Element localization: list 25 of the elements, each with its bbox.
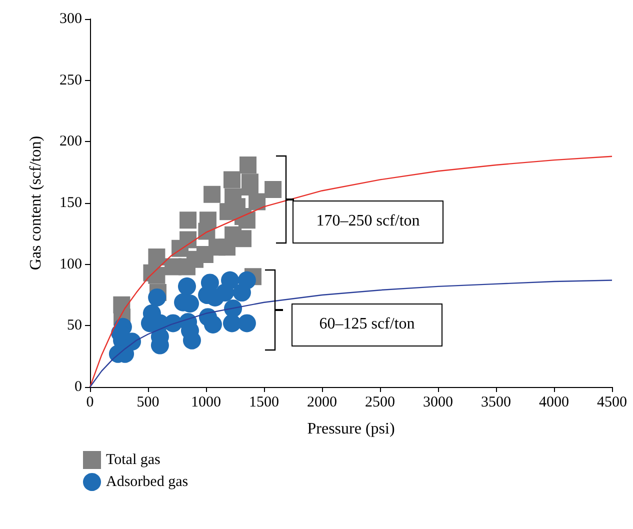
annotation: 60–125 scf/ton	[319, 316, 415, 333]
x-tick-label: 500	[136, 394, 160, 410]
x-axis-title: Pressure (psi)	[307, 420, 395, 438]
y-axis-title: Gas content (scf/ton)	[28, 136, 44, 270]
y-tick-label: 0	[74, 379, 82, 395]
x-tick-label: 2000	[307, 394, 337, 410]
annotation: 170–250 scf/ton	[316, 212, 420, 230]
x-tick-label: 3000	[423, 394, 453, 410]
legend-label: Total gas	[106, 452, 161, 468]
x-tick-label: 3500	[481, 394, 511, 410]
text-box: 170–250 scf/ton	[292, 200, 444, 244]
x-tick-label: 4000	[539, 394, 569, 410]
legend-label: Adsorbed gas	[106, 474, 188, 490]
y-tick-label: 150	[60, 195, 82, 211]
x-tick-label: 1500	[249, 394, 279, 410]
y-tick-label: 200	[60, 134, 82, 150]
x-tick-label: 2500	[365, 394, 395, 410]
x-tick-label: 4500	[597, 394, 627, 410]
y-tick-label: 300	[60, 11, 82, 27]
y-tick-label: 250	[60, 72, 82, 88]
y-tick-label: 50	[67, 318, 82, 334]
x-tick-label: 0	[86, 394, 94, 410]
x-tick-label: 1000	[191, 394, 221, 410]
y-tick-label: 100	[60, 256, 82, 272]
text-box: 60–125 scf/ton	[292, 304, 442, 346]
